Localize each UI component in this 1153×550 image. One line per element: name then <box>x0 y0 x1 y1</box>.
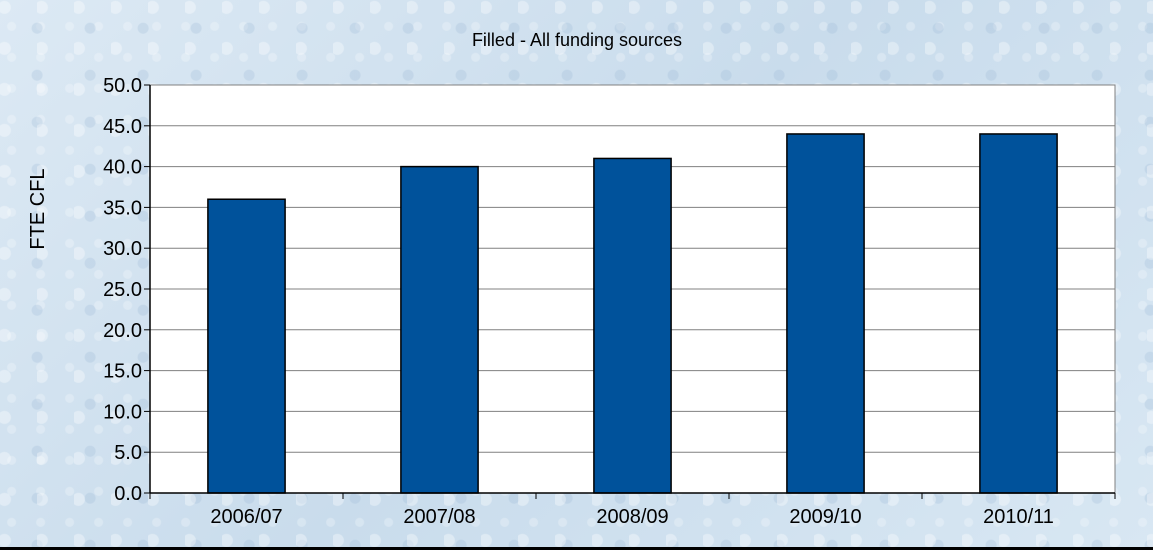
y-tick-labels: 0.0 5.0 10.0 15.0 20.0 25.0 30.0 35.0 40.0 45.0 50… <box>103 75 142 505</box>
chart-title: Filled - All funding sources <box>472 30 682 50</box>
bar-2006-07 <box>207 198 286 494</box>
y-tick-label: 0.0 <box>114 483 142 505</box>
x-tick-label: 2006/07 <box>210 506 282 528</box>
x-tick-labels: 2006/07 2007/08 2008/09 2009/10 2010/11 <box>210 506 1054 528</box>
x-tick-label: 2007/08 <box>403 506 475 528</box>
y-tick-label: 5.0 <box>114 442 142 464</box>
bar-2008-09 <box>593 157 672 494</box>
bar-2009-10 <box>786 133 865 494</box>
y-tick-label: 45.0 <box>103 116 142 138</box>
bars <box>207 133 1058 494</box>
y-tick-label: 30.0 <box>103 238 142 260</box>
axes <box>149 85 1115 494</box>
y-tick-label: 50.0 <box>103 75 142 97</box>
bar-2007-08 <box>400 165 479 494</box>
y-tick-label: 25.0 <box>103 279 142 301</box>
x-tick-label: 2010/11 <box>983 506 1054 528</box>
x-tick-label: 2009/10 <box>789 506 861 528</box>
y-tick-label: 20.0 <box>103 320 142 342</box>
y-axis-label: FTE CFL <box>27 168 49 249</box>
y-tick-label: 15.0 <box>103 361 142 383</box>
y-tick-label: 10.0 <box>103 401 142 423</box>
frame-bottom-border <box>0 547 1153 550</box>
y-tick-label: 40.0 <box>103 157 142 179</box>
y-tick-label: 35.0 <box>103 197 142 219</box>
x-tick-label: 2008/09 <box>596 506 668 528</box>
bar-2010-11 <box>979 133 1058 494</box>
